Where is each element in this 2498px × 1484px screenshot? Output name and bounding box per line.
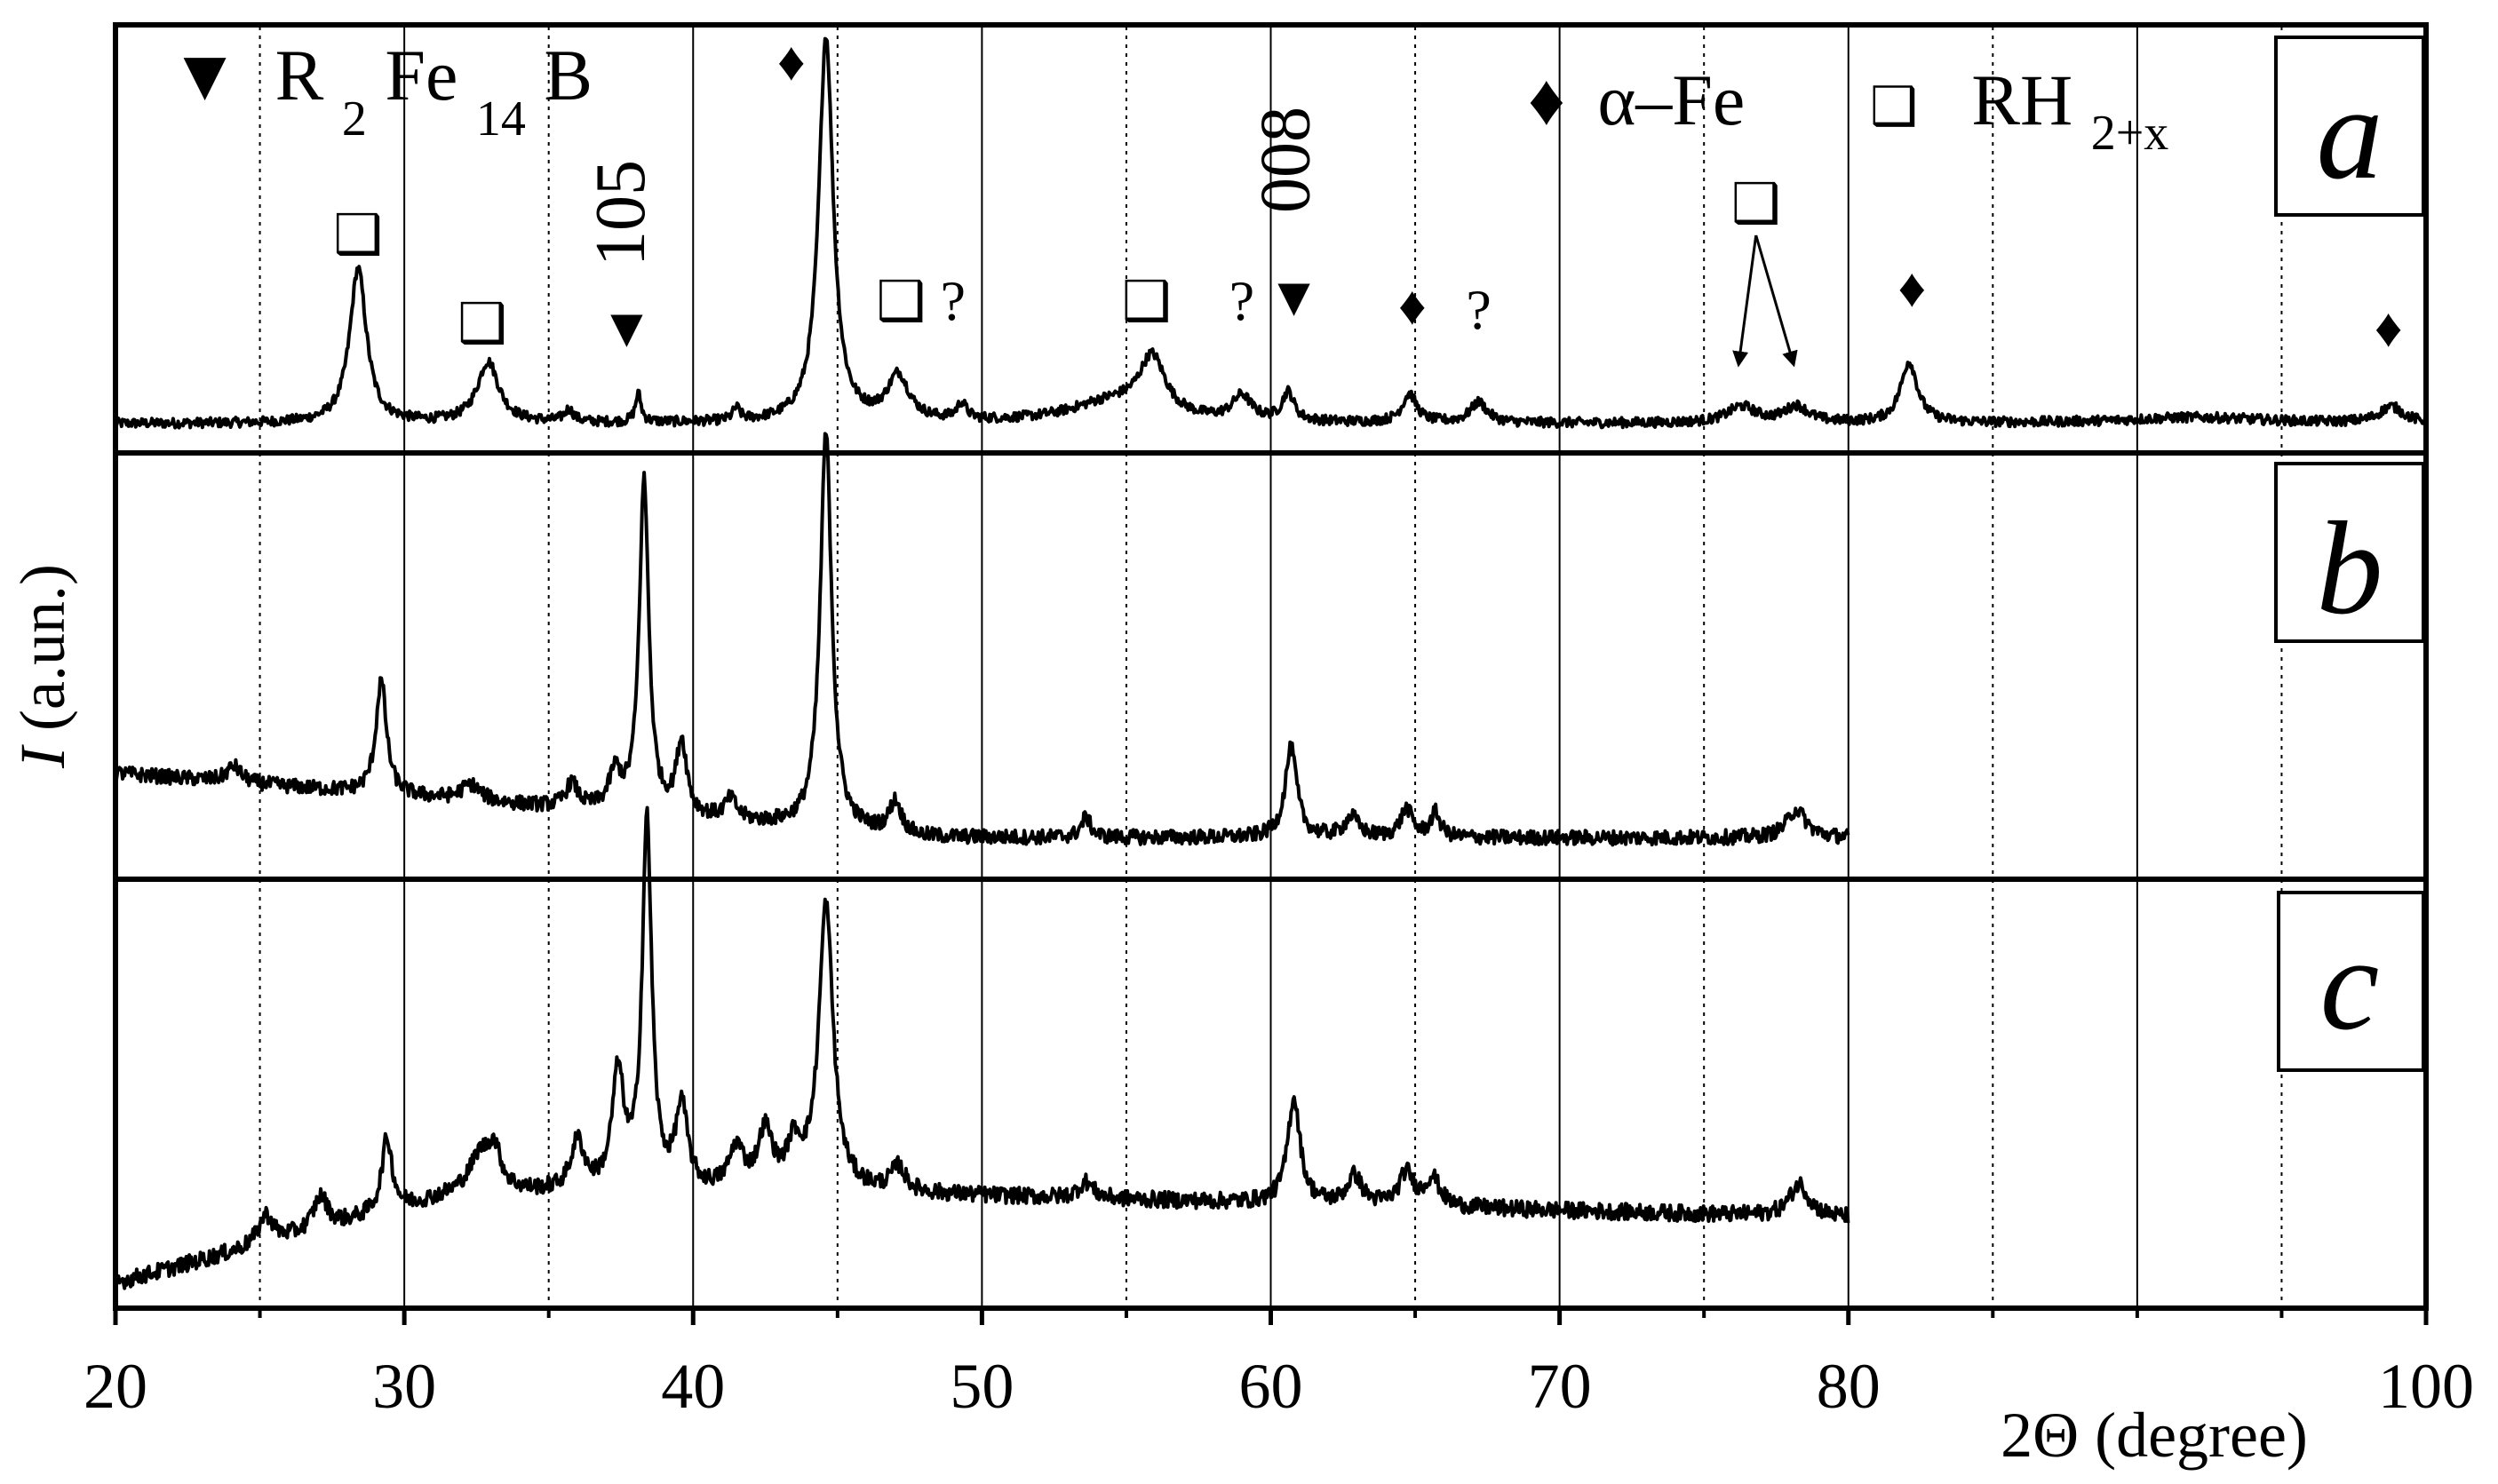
x-tick-label-30: 30 bbox=[372, 1351, 436, 1422]
gridlines bbox=[259, 27, 2283, 1306]
peak-marker-12: ♦ bbox=[1897, 258, 1926, 319]
y-axis-title: I (a.un.) bbox=[7, 564, 78, 769]
peak-marker-3: ♦ bbox=[777, 32, 806, 92]
legend-alpha-fe-symbol: ♦ bbox=[1528, 60, 1565, 140]
legend-rh2x-symbol: ❑ bbox=[1870, 77, 1918, 136]
peak-marker-9: ♦ bbox=[1398, 276, 1427, 337]
panel-letter-c: c bbox=[2320, 910, 2380, 1058]
trace-b bbox=[115, 432, 1850, 847]
panel-letter-a: a bbox=[2317, 60, 2383, 207]
x-tick-label-50: 50 bbox=[950, 1351, 1014, 1422]
legend-r2fe14b-fe: Fe bbox=[385, 35, 457, 115]
peak-marker-10: ? bbox=[1466, 278, 1491, 341]
hkl-label-008: 008 bbox=[1246, 107, 1325, 213]
x-tick-label-20: 20 bbox=[84, 1351, 147, 1422]
legend-r2fe14b: ▼ R 2 Fe 14 B bbox=[169, 35, 593, 151]
panel-label-box-c bbox=[2277, 891, 2425, 1072]
legend: ▼ R 2 Fe 14 B ♦ α–Fe ❑ RH 2+x bbox=[169, 35, 2168, 161]
annotation-arrow-0 bbox=[1732, 234, 1758, 368]
peak-marker-4: ❑ bbox=[877, 272, 927, 332]
panel-letter-b: b bbox=[2317, 495, 2383, 642]
x-axis: 20 30 40 50 60 70 80 100 bbox=[84, 1308, 2474, 1422]
legend-alpha-fe-label: α–Fe bbox=[1597, 60, 1745, 140]
legend-r2fe14b-r: R bbox=[275, 35, 324, 115]
x-tick-label-70: 70 bbox=[1528, 1351, 1592, 1422]
trace-a bbox=[114, 36, 2428, 430]
peak-marker-1: ❑ bbox=[457, 294, 507, 354]
panel-label-b: b bbox=[2274, 462, 2425, 643]
panel-label-a: a bbox=[2274, 36, 2425, 217]
x-tick-label-40: 40 bbox=[661, 1351, 725, 1422]
peak-marker-7: ? bbox=[1229, 269, 1254, 332]
annotation-arrow-1 bbox=[1754, 234, 1798, 368]
peak-marker-0: ❑ bbox=[333, 205, 383, 266]
hkl-label-105: 105 bbox=[582, 160, 660, 266]
panel-label-c: c bbox=[2277, 891, 2425, 1072]
legend-rh2x-sub: 2+x bbox=[2091, 106, 2169, 161]
panel-label-box-b bbox=[2274, 462, 2425, 643]
x-tick-label-100: 100 bbox=[2378, 1351, 2474, 1422]
traces bbox=[114, 36, 2428, 1290]
x-tick-label-60: 60 bbox=[1239, 1351, 1303, 1422]
legend-r2fe14b-sub2: 2 bbox=[342, 91, 367, 147]
peak-marker-5: ? bbox=[941, 269, 966, 332]
y-axis-title-rest: (a.un.) bbox=[7, 564, 78, 747]
peak-marker-2: ▼ bbox=[600, 298, 654, 359]
trace-c bbox=[114, 805, 1850, 1290]
peak-marker-13: ♦ bbox=[2375, 298, 2403, 359]
legend-r2fe14b-symbol: ▼ bbox=[169, 35, 241, 115]
x-tick-label-80: 80 bbox=[1817, 1351, 1881, 1422]
peak-marker-6: ❑ bbox=[1122, 272, 1172, 332]
x-axis-title: 2Θ (degree) bbox=[2001, 1400, 2308, 1471]
peak-marker-11: ❑ bbox=[1731, 174, 1781, 234]
peak-markers: ❑❑ ▼♦❑? ❑? ▼ ♦ ?❑♦♦105 008 bbox=[333, 32, 2403, 368]
legend-alpha-fe: ♦ α–Fe bbox=[1528, 60, 1745, 140]
peak-marker-8: ▼ bbox=[1267, 267, 1321, 328]
legend-r2fe14b-b: B bbox=[544, 35, 593, 115]
legend-rh2x-base: RH bbox=[1971, 60, 2072, 140]
panel-label-box-a bbox=[2274, 36, 2425, 217]
y-axis-title-italic: I bbox=[7, 744, 78, 769]
legend-rh2x: ❑ RH 2+x bbox=[1870, 60, 2168, 161]
legend-r2fe14b-sub14: 14 bbox=[476, 91, 526, 147]
